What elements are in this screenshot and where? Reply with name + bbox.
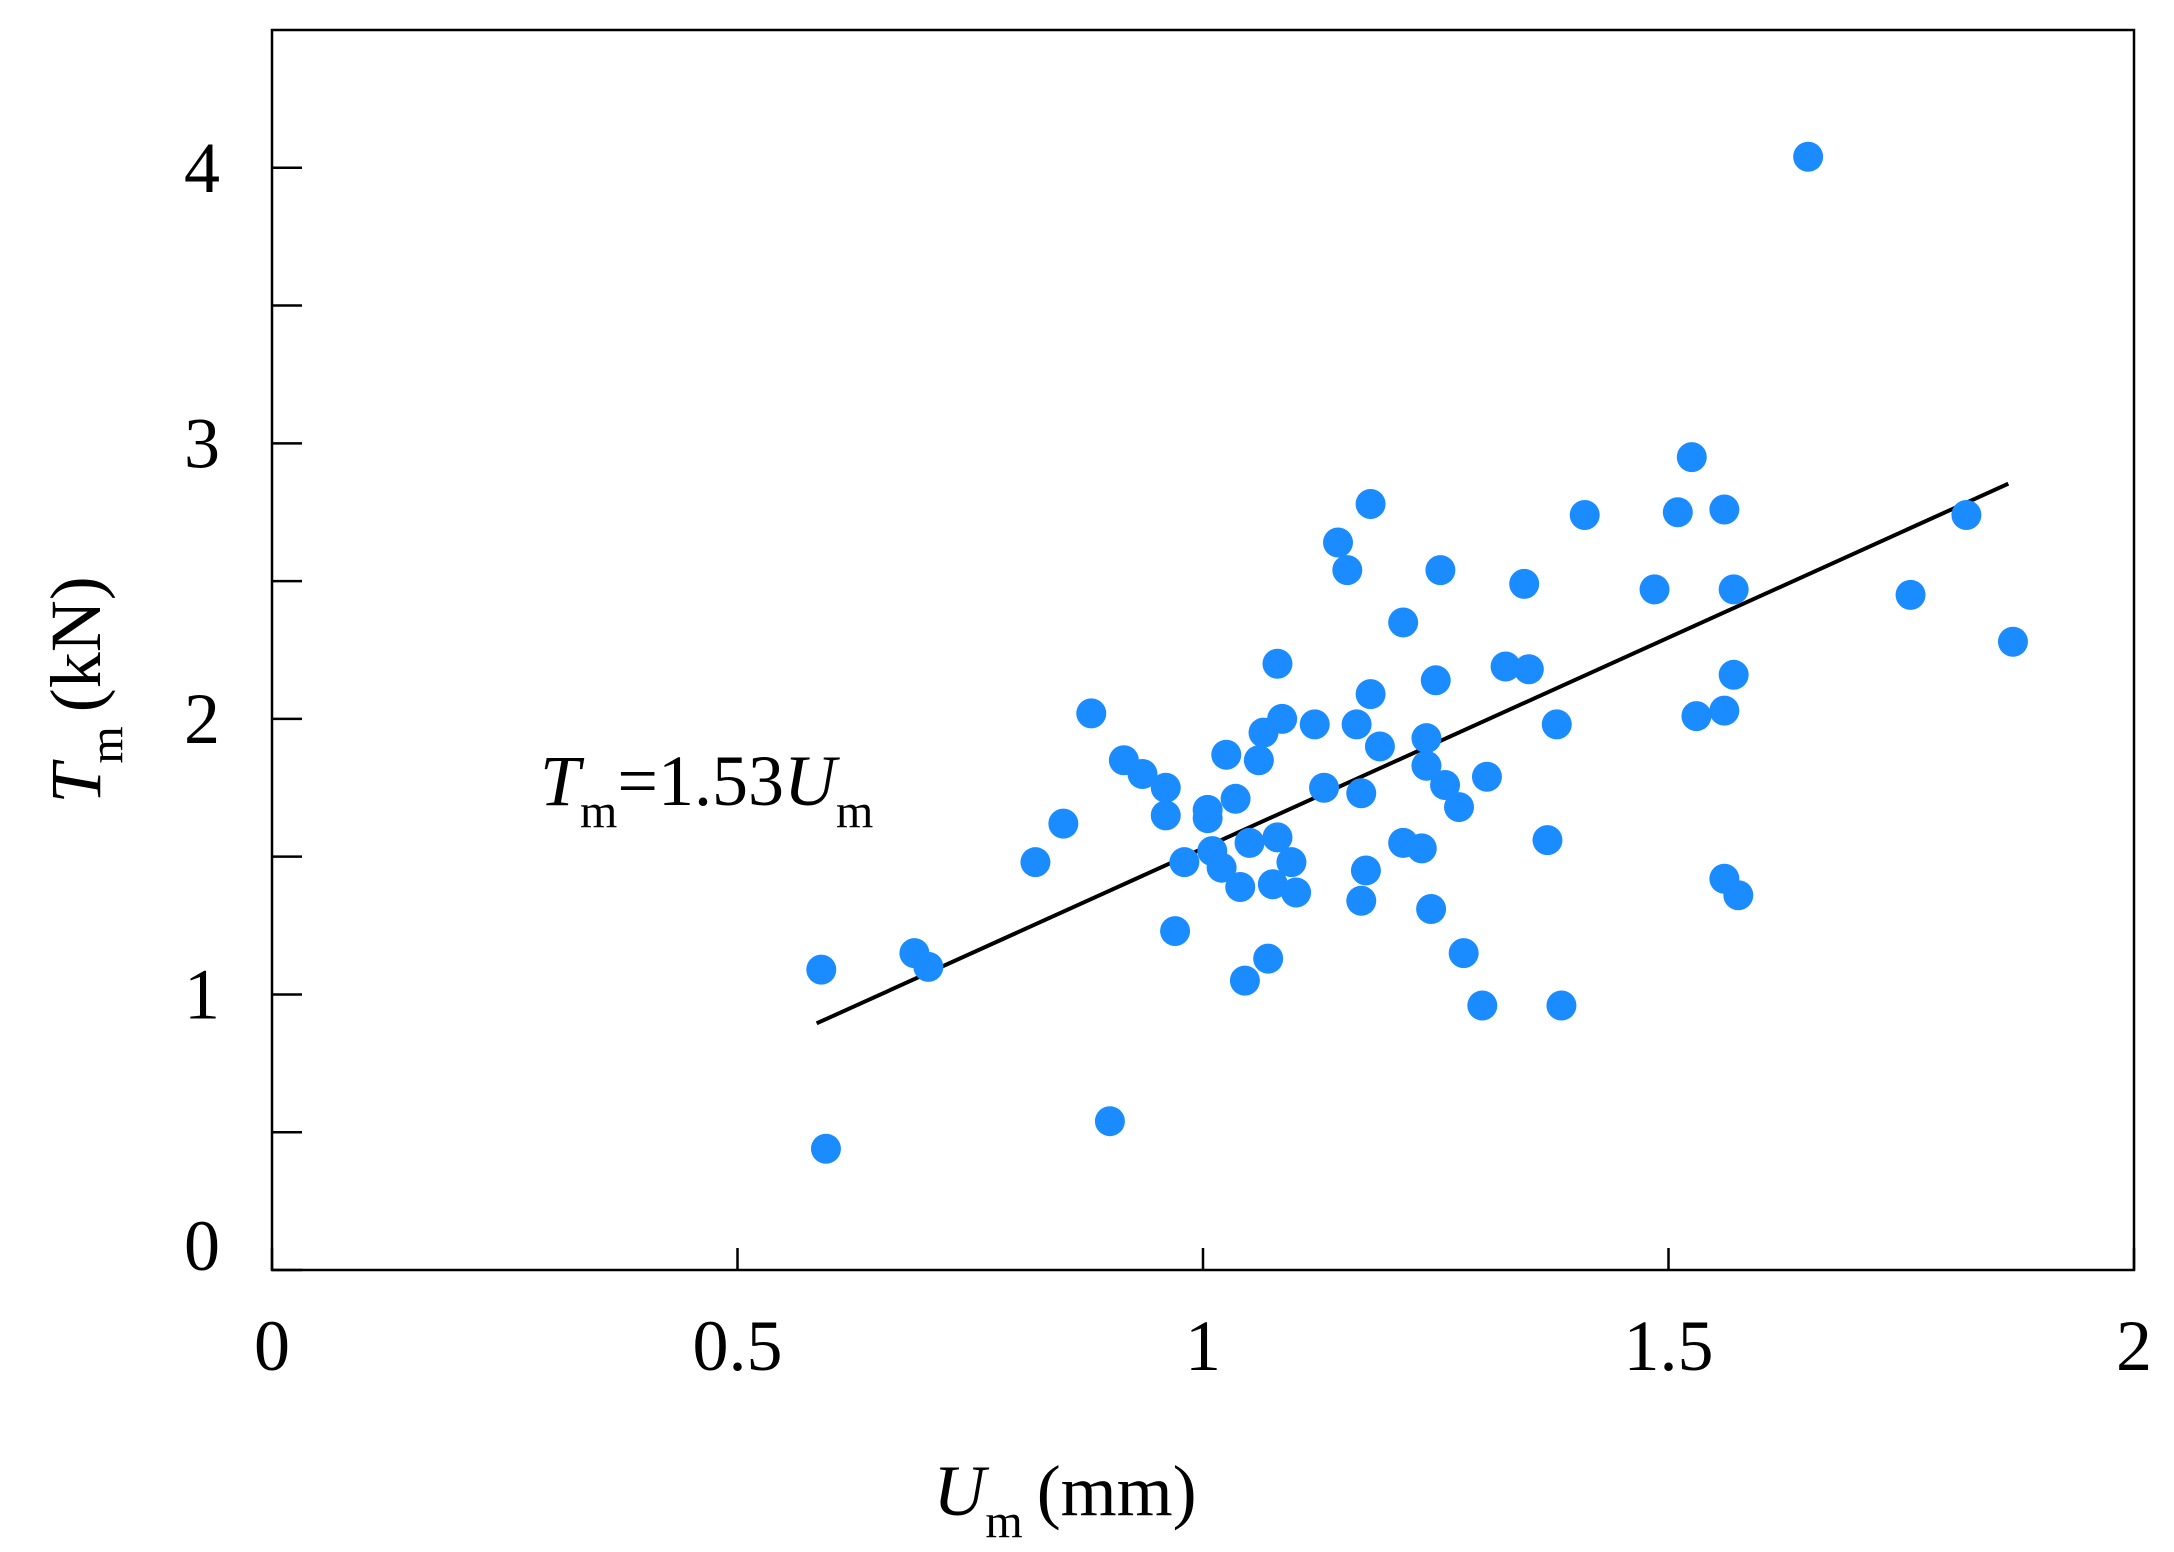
data-point — [1718, 574, 1749, 605]
data-point — [1220, 783, 1251, 814]
eq-coefficient: =1.53 — [617, 741, 784, 821]
data-point — [1169, 847, 1200, 878]
data-point — [1076, 698, 1107, 729]
data-point — [1532, 825, 1563, 856]
data-point — [1388, 607, 1419, 638]
data-point — [1257, 869, 1288, 900]
data-point — [1276, 847, 1307, 878]
data-point — [1243, 745, 1274, 776]
x-tick-label: 0.5 — [693, 1306, 783, 1386]
data-point — [1234, 827, 1265, 858]
data-point — [1281, 877, 1312, 908]
data-point — [1341, 709, 1372, 740]
data-point — [1048, 808, 1079, 839]
data-point — [1192, 803, 1223, 834]
y-tick-label: 4 — [184, 128, 220, 208]
eq-rhs-subscript: m — [836, 785, 873, 838]
data-point — [1127, 759, 1158, 789]
data-point — [1467, 990, 1498, 1021]
data-point — [1299, 709, 1330, 740]
data-point — [1490, 651, 1521, 682]
plot-frame — [270, 28, 2136, 1272]
data-point — [1346, 885, 1377, 916]
data-point — [1346, 778, 1377, 809]
y-axis-title: Tm (kN) — [36, 576, 133, 803]
data-point — [1253, 943, 1284, 974]
data-point — [810, 1133, 841, 1164]
data-point — [1416, 894, 1447, 925]
data-point — [1225, 871, 1256, 902]
data-point — [1150, 800, 1181, 831]
x-axis-symbol: U — [933, 1451, 989, 1531]
data-point — [1444, 792, 1475, 823]
data-point — [1160, 916, 1191, 947]
y-tick-label: 0 — [184, 1206, 220, 1286]
plot-area: 0 0.5 1 1.5 2 0 1 2 3 4 — [184, 28, 2152, 1386]
data-point — [1309, 772, 1340, 803]
fit-equation: Tm=1.53Um — [540, 741, 873, 838]
data-point — [1509, 568, 1540, 599]
x-tick-label: 0 — [254, 1306, 290, 1386]
x-tick-label: 2 — [2116, 1306, 2152, 1386]
data-point — [1951, 499, 1982, 530]
data-point — [1355, 679, 1386, 710]
x-tick-label: 1.5 — [1624, 1306, 1714, 1386]
data-point — [913, 951, 944, 982]
data-point — [1997, 626, 2028, 657]
data-point — [1718, 659, 1749, 690]
data-point — [1411, 750, 1442, 781]
data-point — [1211, 739, 1242, 770]
data-point — [1150, 772, 1181, 803]
y-axis-symbol: T — [36, 759, 116, 804]
fit-line — [815, 481, 2010, 1026]
data-point — [1793, 141, 1824, 172]
data-point — [1709, 494, 1740, 525]
data-point — [1569, 499, 1600, 530]
data-point — [1420, 665, 1451, 696]
data-point — [1262, 822, 1293, 853]
data-point — [806, 954, 837, 985]
data-point — [1448, 938, 1479, 969]
data-point — [1895, 579, 1926, 610]
y-axis-subscript: m — [80, 726, 133, 763]
data-point — [1546, 990, 1577, 1021]
data-point — [1206, 852, 1237, 883]
data-point — [1676, 442, 1707, 473]
data-point — [1322, 527, 1353, 558]
eq-lhs-symbol: T — [540, 741, 585, 821]
data-point — [1229, 965, 1260, 996]
data-point — [1709, 695, 1740, 726]
data-point — [1662, 497, 1693, 528]
data-point — [1411, 723, 1442, 754]
data-point — [1262, 648, 1293, 679]
data-point — [1406, 833, 1437, 864]
data-point — [1267, 703, 1298, 734]
eq-lhs-subscript: m — [580, 785, 617, 838]
x-axis-unit: (mm) — [1037, 1451, 1197, 1531]
data-point — [1471, 761, 1502, 792]
y-axis-unit: (kN) — [36, 576, 116, 712]
y-tick-label: 1 — [184, 954, 220, 1034]
x-axis-title: Um (mm) — [933, 1451, 1196, 1548]
data-point — [1513, 654, 1544, 685]
data-point — [1094, 1106, 1125, 1137]
y-tick-label: 3 — [184, 403, 220, 483]
eq-rhs-symbol: U — [784, 741, 840, 821]
data-point — [1350, 855, 1381, 886]
data-point — [1681, 701, 1712, 732]
data-point — [1355, 488, 1386, 519]
data-point — [1425, 555, 1456, 586]
data-point — [1541, 709, 1572, 740]
x-axis-subscript: m — [985, 1495, 1022, 1548]
data-point — [1364, 731, 1395, 762]
y-tick-label: 2 — [184, 679, 220, 759]
data-point — [1430, 770, 1461, 801]
x-tick-label: 1 — [1185, 1306, 1221, 1386]
data-point — [1723, 880, 1754, 911]
data-point — [1020, 847, 1051, 878]
data-point — [1639, 574, 1670, 605]
data-point — [1332, 555, 1363, 586]
